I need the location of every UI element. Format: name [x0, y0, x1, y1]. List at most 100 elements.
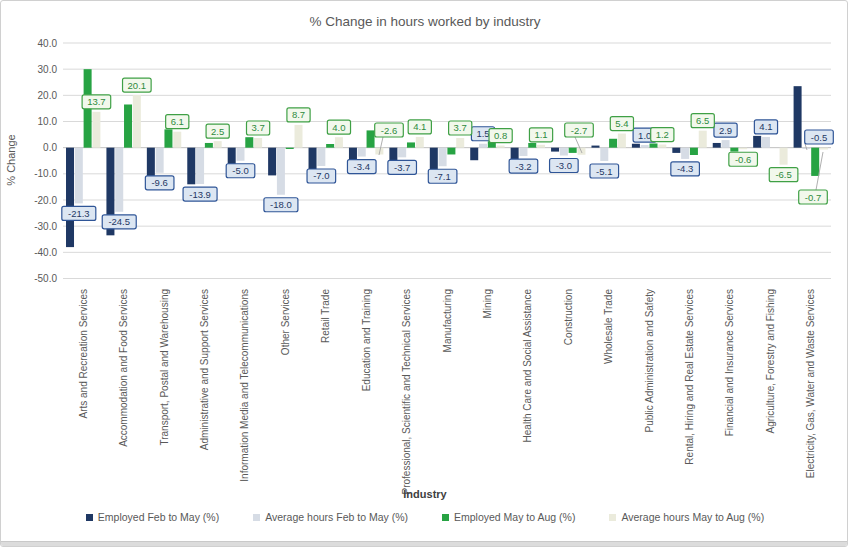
- bar-employed-may-aug: [569, 148, 577, 153]
- data-label-value: 4.1: [759, 121, 772, 132]
- data-label-value: -7.1: [434, 171, 450, 182]
- bar-avg-hours-feb-may: [479, 144, 487, 148]
- bar-avg-hours-may-aug: [739, 148, 747, 150]
- bar-avg-hours-feb-may: [236, 148, 244, 161]
- bar-employed-may-aug: [164, 129, 172, 147]
- data-label-value: -7.0: [313, 170, 329, 181]
- data-label-value: 6.5: [696, 115, 709, 126]
- bar-employed-may-aug: [367, 130, 375, 147]
- y-tick-label: -10.0: [34, 168, 57, 179]
- bar-avg-hours-may-aug: [254, 138, 262, 148]
- bar-employed-feb-may: [632, 144, 640, 148]
- window-bottom-edge: [1, 541, 848, 546]
- bar-avg-hours-feb-may: [600, 148, 608, 161]
- legend-swatch: [253, 514, 260, 521]
- bar-avg-hours-may-aug: [618, 134, 626, 148]
- x-category-label: Administrative and Support Services: [199, 289, 210, 450]
- bar-avg-hours-may-aug: [92, 112, 100, 148]
- y-tick-label: -30.0: [34, 221, 57, 232]
- bar-employed-feb-may: [794, 86, 802, 147]
- bar-employed-may-aug: [609, 139, 617, 148]
- y-tick-label: 40.0: [38, 38, 58, 49]
- bar-employed-feb-may: [713, 143, 721, 148]
- data-label-value: 0.8: [494, 130, 507, 141]
- bar-employed-may-aug: [690, 148, 698, 155]
- y-tick-label: 10.0: [38, 116, 58, 127]
- bar-avg-hours-may-aug: [173, 132, 181, 148]
- chart-window: % Change in hours worked by industry % C…: [0, 0, 848, 547]
- bar-avg-hours-feb-may: [398, 148, 406, 158]
- data-label-value: -5.1: [596, 166, 612, 177]
- bar-avg-hours-may-aug: [133, 95, 141, 148]
- data-label-value: -3.7: [394, 162, 410, 173]
- bar-employed-may-aug: [407, 142, 415, 147]
- bar-employed-may-aug: [528, 143, 536, 148]
- y-tick-label: -40.0: [34, 247, 57, 258]
- bar-avg-hours-may-aug: [699, 131, 707, 148]
- data-label-value: 2.9: [719, 125, 732, 136]
- x-category-label: Retail Trade: [320, 289, 331, 343]
- bar-employed-may-aug: [650, 143, 658, 147]
- bar-employed-feb-may: [147, 148, 155, 179]
- x-category-label: Other Services: [280, 289, 291, 355]
- x-category-label: Information Media and Telecommunications: [239, 289, 250, 482]
- bar-employed-may-aug: [326, 144, 334, 148]
- data-label-value: -18.0: [270, 199, 292, 210]
- data-label-value: 5.4: [615, 118, 628, 129]
- bar-avg-hours-feb-may: [439, 148, 447, 167]
- bar-employed-may-aug: [205, 143, 213, 148]
- y-tick-label: -20.0: [34, 195, 57, 206]
- bar-avg-hours-may-aug: [537, 145, 545, 148]
- bar-avg-hours-may-aug: [214, 141, 222, 148]
- x-category-label: Health Care and Social Assistance: [522, 289, 533, 443]
- bar-employed-may-aug: [286, 148, 294, 149]
- data-label-value: 8.7: [292, 109, 305, 120]
- legend-swatch: [609, 514, 616, 521]
- bar-avg-hours-feb-may: [358, 148, 366, 157]
- legend-item-2: Average hours Feb to May (%): [253, 511, 408, 523]
- data-label-value: 1.5: [476, 128, 489, 139]
- data-label-value: 6.1: [171, 116, 184, 127]
- x-category-label: Agriculture, Forestry and Fishing: [765, 289, 776, 434]
- data-label-value: 2.5: [211, 126, 224, 137]
- x-category-label: Rental, Hiring and Real Estate Services: [684, 289, 695, 465]
- x-category-label: Public Administration and Safety: [644, 289, 655, 432]
- bar-employed-feb-may: [187, 148, 195, 185]
- bar-employed-feb-may: [268, 148, 276, 176]
- x-category-label: Professional, Scientific and Technical S…: [401, 289, 412, 494]
- label-callout-line: [805, 144, 807, 150]
- x-axis-title: Industry: [1, 488, 848, 500]
- data-label-value: 1.0: [638, 130, 651, 141]
- data-label-value: -13.9: [189, 189, 211, 200]
- bar-avg-hours-feb-may: [762, 137, 770, 148]
- legend-label: Employed May to Aug (%): [454, 511, 575, 523]
- bar-avg-hours-feb-may: [681, 148, 689, 159]
- bar-employed-feb-may: [66, 148, 74, 247]
- bar-employed-feb-may: [551, 148, 559, 152]
- bar-employed-feb-may: [430, 148, 438, 172]
- bar-employed-may-aug: [447, 148, 455, 155]
- bar-employed-may-aug: [245, 137, 253, 147]
- bar-avg-hours-may-aug: [335, 137, 343, 147]
- data-label-value: -24.5: [108, 216, 130, 227]
- data-label-value: -21.3: [68, 208, 90, 219]
- bar-avg-hours-feb-may: [641, 145, 649, 148]
- legend-label: Average hours May to Aug (%): [621, 511, 764, 523]
- bar-employed-feb-may: [309, 148, 317, 171]
- y-tick-label: -50.0: [34, 273, 57, 284]
- x-category-label: Accommodation and Food Services: [118, 289, 129, 447]
- data-label-value: 3.7: [251, 122, 264, 133]
- data-label-value: -2.6: [381, 125, 397, 136]
- bar-avg-hours-feb-may: [75, 148, 83, 204]
- legend-item-3: Employed May to Aug (%): [442, 511, 575, 523]
- bar-employed-feb-may: [753, 136, 761, 148]
- bar-avg-hours-may-aug: [295, 125, 303, 148]
- data-label-value: 4.1: [413, 121, 426, 132]
- bar-avg-hours-feb-may: [519, 148, 527, 156]
- data-label-value: -3.2: [515, 161, 531, 172]
- chart-title: % Change in hours worked by industry: [1, 14, 848, 29]
- data-label-value: 13.7: [87, 96, 106, 107]
- bar-employed-may-aug: [124, 104, 132, 147]
- chart-plot-area: 40.030.020.010.00.0-10.0-20.0-30.0-40.0-…: [1, 1, 848, 506]
- data-label-value: 1.1: [534, 129, 547, 140]
